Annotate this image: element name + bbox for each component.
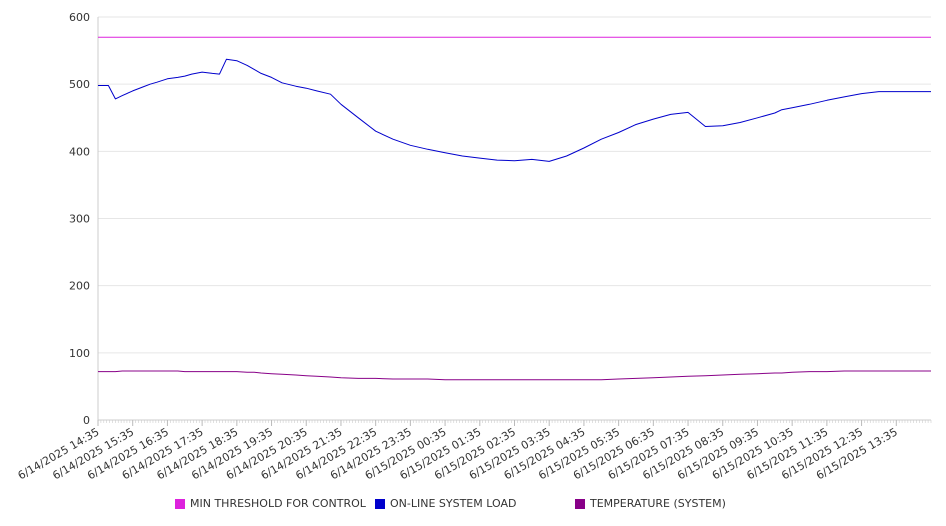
- series-line-temperature-system[interactable]: [98, 370, 931, 381]
- legend-item-min-threshold[interactable]: MIN THRESHOLD FOR CONTROL: [175, 497, 366, 510]
- legend-item-system-load[interactable]: ON-LINE SYSTEM LOAD: [375, 497, 516, 510]
- series-line-on-line-system-load[interactable]: [98, 58, 931, 162]
- legend-label-system-load: ON-LINE SYSTEM LOAD: [390, 497, 517, 510]
- x-axis: 6/14/2025 14:356/14/2025 15:356/14/2025 …: [16, 419, 932, 482]
- legend-swatch-system-load: [375, 498, 385, 509]
- y-tick-label: 100: [69, 347, 90, 360]
- legend-swatch-min-threshold: [175, 498, 185, 509]
- y-tick-label: 0: [83, 414, 90, 427]
- series-lines: [98, 36, 931, 381]
- y-tick-label: 600: [69, 11, 90, 24]
- grid-lines: [98, 16, 931, 421]
- y-tick-label: 300: [69, 213, 90, 226]
- legend-item-temperature[interactable]: TEMPERATURE (SYSTEM): [575, 497, 726, 510]
- legend: MIN THRESHOLD FOR CONTROL ON-LINE SYSTEM…: [0, 497, 946, 515]
- y-tick-label: 500: [69, 78, 90, 91]
- legend-swatch-temperature: [575, 498, 585, 509]
- legend-label-temperature: TEMPERATURE (SYSTEM): [590, 497, 726, 510]
- legend-label-min-threshold: MIN THRESHOLD FOR CONTROL: [190, 497, 366, 510]
- y-tick-label: 200: [69, 280, 90, 293]
- y-tick-label: 400: [69, 145, 90, 158]
- y-axis: 0 100 200 300 400 500 600: [69, 11, 99, 427]
